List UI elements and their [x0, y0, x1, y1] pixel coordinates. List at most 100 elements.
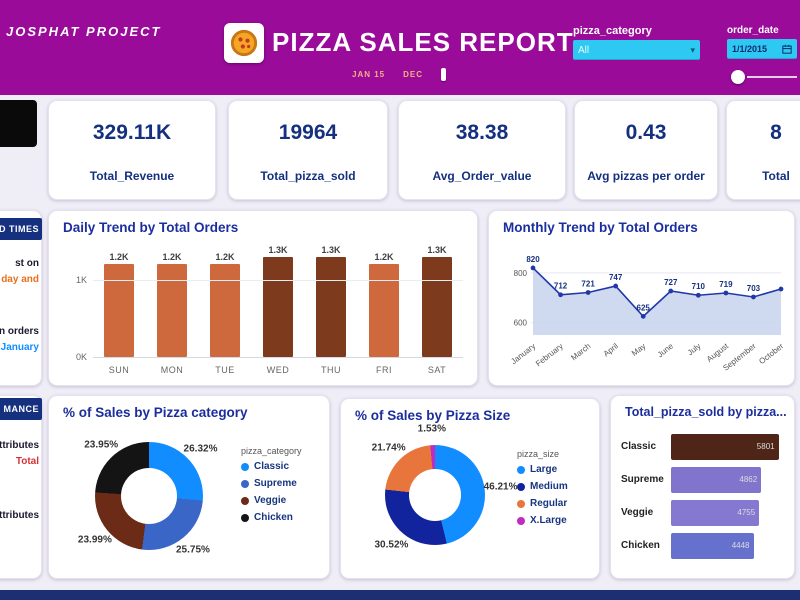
x-axis-label: WED: [266, 365, 290, 375]
kpi-label: Avg_Order_value: [432, 169, 532, 183]
sold-row-Veggie: Veggie 4755: [621, 496, 786, 529]
pizza-size-donut[interactable]: [385, 445, 485, 545]
data-point-February[interactable]: [558, 292, 563, 298]
category-label: Chicken: [621, 540, 660, 551]
data-point-September[interactable]: [751, 294, 756, 300]
date-range-slider-knob[interactable]: [731, 70, 745, 84]
bar-value-label: 1.2K: [215, 252, 235, 262]
legend-item-Regular[interactable]: Regular: [517, 498, 599, 509]
legend-item-Chicken[interactable]: Chicken: [241, 512, 327, 523]
monthly-trend-chart-card: Monthly Trend by Total Orders 600 800 820 J…: [488, 210, 795, 386]
bar[interactable]: [316, 257, 346, 357]
calendar-icon: [782, 44, 792, 54]
kpi-label: Total: [762, 169, 790, 183]
legend-label: Supreme: [254, 478, 297, 489]
month-label: June: [656, 341, 676, 359]
data-point-May[interactable]: [640, 313, 646, 319]
order-date-picker[interactable]: 1/1/2015: [727, 39, 797, 59]
monthly-trend-line-chart[interactable]: 600 800 820 January 712 February 721 March 747 Ap…: [493, 239, 793, 385]
sidebar-text: Total: [15, 456, 39, 467]
kpi-value: 329.11K: [92, 121, 172, 144]
legend-item-Classic[interactable]: Classic: [241, 461, 327, 472]
sold-bar-Veggie[interactable]: 4755: [671, 499, 760, 526]
bar-value-label: 1.2K: [162, 252, 182, 262]
legend-item-Veggie[interactable]: Veggie: [241, 495, 327, 506]
y-axis-label: 1K: [75, 274, 87, 285]
legend-dot: [241, 479, 249, 488]
bar-track: 4448: [671, 532, 786, 559]
sidebar-text: n orders: [0, 326, 39, 337]
legend-item-X.Large[interactable]: X.Large: [517, 515, 599, 526]
pizza-category-donut[interactable]: [95, 442, 203, 550]
sidebar-text-fragment: day and: [0, 274, 42, 288]
order-date-slicer-label: order_date: [727, 25, 779, 36]
category-label: Veggie: [621, 507, 654, 518]
sidebar-text: day and: [1, 274, 39, 285]
bar-value-label: 5801: [756, 442, 775, 451]
pizza-category-slicer-label: pizza_category: [573, 25, 652, 37]
y-axis-label: 800: [514, 269, 528, 278]
pizza-sold-bar-plot: Classic 5801 Supreme 4862 Veggie 4755 Chicken 4…: [621, 430, 786, 562]
value-label: 727: [664, 278, 678, 287]
legend-item-Medium[interactable]: Medium: [517, 481, 599, 492]
legend-label: Large: [530, 464, 558, 475]
chevron-down-icon: ▾: [690, 44, 695, 55]
daily-trend-x-axis: SUN MON TUE WED THU FRI SAT: [93, 365, 463, 375]
legend-label: Medium: [530, 481, 568, 492]
kpi-card-total-revenue: 329.11K Total_Revenue: [48, 100, 216, 200]
sold-bar-Classic[interactable]: 5801: [671, 433, 779, 460]
daily-bar-TUE[interactable]: 1.2K: [205, 252, 245, 357]
gridline: [93, 357, 463, 358]
daily-bar-MON[interactable]: 1.2K: [152, 252, 192, 357]
sidebar-text-fragment: January: [0, 342, 42, 356]
daily-bar-FRI[interactable]: 1.2K: [364, 252, 404, 357]
data-point-October[interactable]: [778, 286, 784, 292]
value-label: 719: [719, 280, 733, 289]
chart-title: % of Sales by Pizza Size: [355, 408, 511, 423]
data-point-April[interactable]: [613, 283, 619, 289]
timeline-end-label: DEC: [403, 70, 424, 79]
bar[interactable]: [157, 264, 187, 357]
sold-bar-Supreme[interactable]: 4862: [671, 466, 762, 493]
daily-bar-WED[interactable]: 1.3K: [258, 245, 298, 357]
month-label: January: [509, 341, 537, 366]
gridline: [93, 279, 463, 281]
legend-dot: [517, 482, 525, 491]
daily-bar-SUN[interactable]: 1.2K: [99, 252, 139, 357]
legend-dot: [241, 496, 249, 505]
bar[interactable]: [263, 257, 293, 357]
data-point-March[interactable]: [585, 290, 591, 295]
category-legend: pizza_category Classic Supreme Veggie Chick…: [241, 446, 327, 529]
legend-item-Large[interactable]: Large: [517, 464, 599, 475]
legend-item-Supreme[interactable]: Supreme: [241, 478, 327, 489]
data-point-June[interactable]: [668, 288, 674, 294]
bar[interactable]: [104, 264, 134, 357]
bar[interactable]: [210, 264, 240, 357]
data-point-January[interactable]: [530, 265, 536, 271]
pizza-icon: [230, 29, 258, 57]
kpi-value: 19964: [278, 121, 338, 144]
sidebar-text: D TIMES: [0, 224, 39, 234]
kpi-label: Total_pizza_sold: [260, 169, 356, 183]
sidebar-text: ttributes: [0, 440, 39, 451]
data-point-July[interactable]: [695, 292, 701, 298]
bar-value-label: 4448: [731, 541, 750, 550]
sidebar-text: ttributes: [0, 510, 39, 521]
sidebar-text: January: [0, 342, 39, 353]
daily-bar-THU[interactable]: 1.3K: [311, 245, 351, 357]
pizza-logo-icon: [224, 23, 264, 63]
bar-value-label: 1.2K: [109, 252, 129, 262]
timeline-handle[interactable]: [441, 68, 447, 81]
header-bar: JOSPHAT PROJECT PIZZA SALES REPORT JAN 1…: [0, 0, 800, 95]
bar[interactable]: [369, 264, 399, 357]
data-point-August[interactable]: [723, 290, 729, 296]
chart-title: Total_pizza_sold by pizza...: [625, 405, 787, 419]
daily-bar-SAT[interactable]: 1.3K: [417, 245, 457, 357]
legend-dot: [517, 516, 525, 525]
date-range-slider-track[interactable]: [747, 76, 797, 78]
pizza-category-dropdown[interactable]: All ▾: [573, 40, 700, 60]
sold-bar-Chicken[interactable]: 4448: [671, 532, 754, 559]
bar-value-label: 4862: [739, 475, 758, 484]
bar[interactable]: [422, 257, 452, 357]
report-title: PIZZA SALES REPORT: [272, 27, 574, 57]
